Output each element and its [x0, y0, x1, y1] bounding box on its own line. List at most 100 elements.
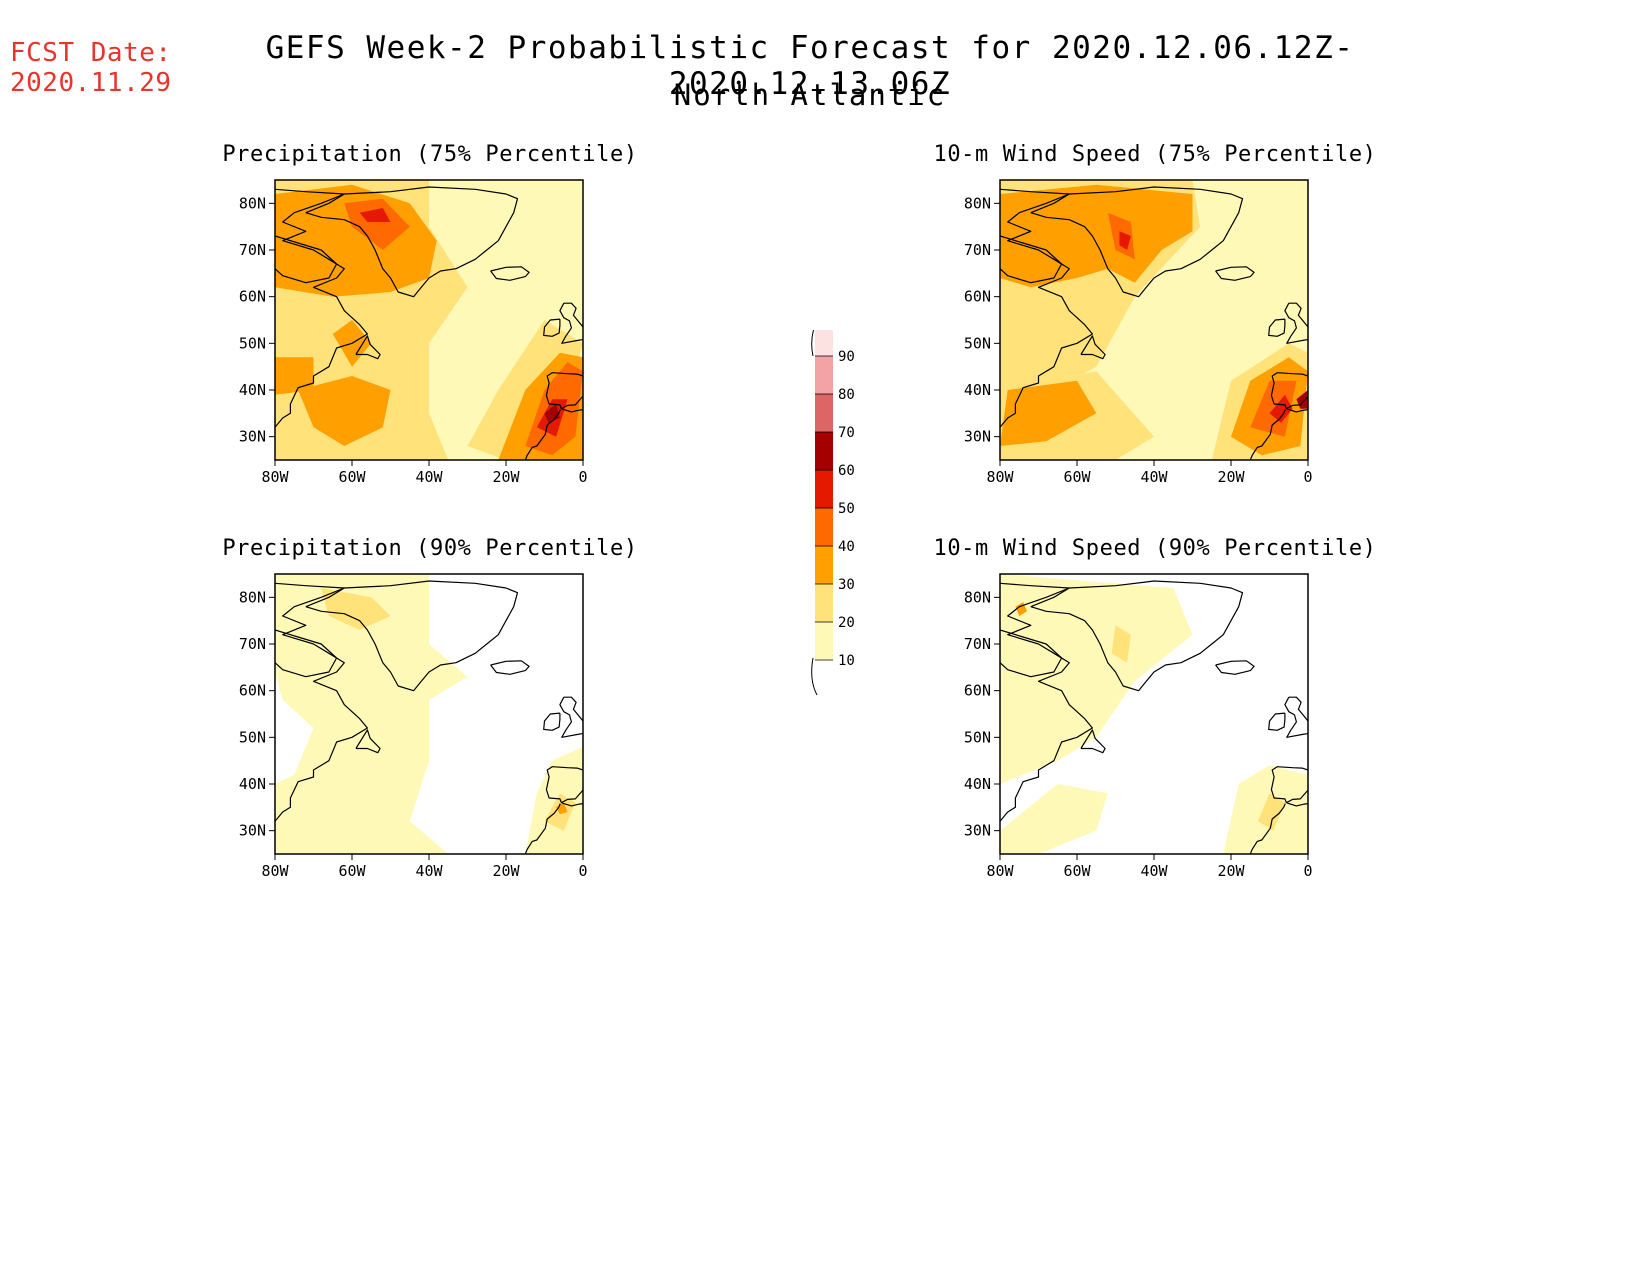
shade-region-10: [275, 574, 468, 854]
coastline-africa-north: [562, 802, 583, 807]
lon-tick-label: 80W: [986, 862, 1014, 880]
coastline-iberia: [545, 766, 583, 804]
lat-tick-label: 30N: [964, 822, 991, 840]
colorbar: 10 20 30 40 50 60 70 80 90: [811, 330, 855, 696]
colorbar-swatch-80: [815, 356, 833, 394]
lat-tick-label: 50N: [239, 728, 266, 746]
lat-tick-label: 40N: [964, 775, 991, 793]
lat-tick-label: 80N: [239, 588, 266, 606]
lon-tick-label: 0: [1303, 468, 1312, 486]
lon-tick-label: 20W: [1217, 862, 1245, 880]
lat-tick-label: 80N: [964, 194, 991, 212]
colorbar-swatch-30: [815, 546, 833, 584]
lon-tick-label: 60W: [338, 862, 366, 880]
coastline-newfoundland: [1080, 729, 1106, 754]
fcst-label: FCST Date:: [10, 38, 172, 68]
colorbar-label: 40: [838, 539, 855, 555]
coastline-great-britain: [559, 302, 583, 344]
lat-tick-label: 50N: [964, 334, 991, 352]
lon-tick-label: 40W: [1140, 862, 1168, 880]
lat-tick-label: 60N: [964, 288, 991, 306]
coastline-north-america: [275, 582, 368, 822]
lat-tick-label: 70N: [239, 635, 266, 653]
page-subtitle: North Atlantic: [673, 78, 947, 112]
lat-tick-label: 80N: [239, 194, 266, 212]
coastline-iceland: [490, 660, 530, 675]
lon-tick-label: 0: [1303, 862, 1312, 880]
fcst-date: 2020.11.29: [10, 68, 172, 98]
lat-tick-label: 80N: [964, 588, 991, 606]
colorbar-swatch-50: [815, 470, 833, 508]
colorbar-label: 10: [838, 653, 855, 669]
lon-tick-label: 80W: [261, 862, 289, 880]
panel-wind-75: 10-m Wind Speed (75% Percentile) 80N 70N 6…: [925, 142, 1385, 572]
panel-title: Precipitation (90% Percentile): [222, 536, 638, 561]
lat-tick-label: 50N: [239, 334, 266, 352]
lon-tick-label: 0: [578, 468, 587, 486]
lon-tick-label: 0: [578, 862, 587, 880]
lat-tick-label: 60N: [239, 682, 266, 700]
shade-region-30: [298, 376, 391, 446]
lat-tick-label: 40N: [964, 381, 991, 399]
lon-tick-label: 80W: [986, 468, 1014, 486]
coastline-baffin-island: [1000, 629, 1063, 678]
coastline-africa: [524, 409, 561, 460]
lat-tick-label: 40N: [239, 775, 266, 793]
lon-tick-label: 40W: [415, 468, 443, 486]
shade-region-20: [321, 588, 391, 630]
shade-region-60: [1296, 390, 1308, 409]
coastline-africa: [524, 803, 561, 854]
map-wind-75: 80N 70N 60N 50N 40N 30N 80W 60W 40W 20W 0: [964, 179, 1313, 486]
coastline-africa-north: [1287, 408, 1308, 413]
panel-title: 10-m Wind Speed (90% Percentile): [933, 536, 1377, 561]
coastline-africa-north: [562, 408, 583, 413]
colorbar-swatch-60: [815, 432, 833, 470]
lat-tick-label: 40N: [239, 381, 266, 399]
colorbar-label: 70: [838, 425, 855, 441]
lat-tick-label: 60N: [239, 288, 266, 306]
shade-region-40: [344, 198, 410, 250]
lat-tick-label: 50N: [964, 728, 991, 746]
coastline-north-america: [1000, 582, 1093, 822]
coastline-baffin-island: [1000, 235, 1063, 284]
lon-tick-label: 40W: [1140, 468, 1168, 486]
lon-tick-label: 60W: [338, 468, 366, 486]
coastline-baffin-island: [275, 629, 338, 678]
colorbar-top-cap: [811, 330, 815, 357]
lat-tick-label: 30N: [964, 428, 991, 446]
coastline-greenland: [305, 580, 519, 692]
panel-title: 10-m Wind Speed (75% Percentile): [933, 142, 1377, 167]
map-wind-90: 80N 70N 60N 50N 40N 30N 80W 60W 40W 20W 0: [964, 573, 1313, 880]
colorbar-label: 50: [838, 501, 855, 517]
shade-region-20: [1111, 625, 1131, 663]
coastline-ireland: [1268, 318, 1286, 337]
colorbar-swatch-20: [815, 584, 833, 622]
coastline-iberia: [1270, 766, 1308, 804]
map-precip-90: 80N 70N 60N 50N 40N 30N 80W 60W 40W 20W 0: [239, 573, 588, 880]
colorbar-label: 60: [838, 463, 855, 479]
shade-region-30: [1000, 380, 1097, 446]
map-precip-75: 80N 70N 60N 50N 40N 30N 80W 60W 40W 20W 0: [239, 179, 588, 486]
lon-tick-label: 60W: [1063, 468, 1091, 486]
coastline-greenland: [1030, 580, 1244, 692]
coastline-ireland: [543, 318, 561, 337]
shade-region-20: [467, 320, 583, 460]
lat-tick-label: 60N: [964, 682, 991, 700]
coastline-iceland: [1215, 266, 1255, 281]
lon-tick-label: 20W: [492, 862, 520, 880]
coastline-north-america: [1000, 188, 1093, 428]
coastline-newfoundland: [355, 335, 381, 360]
shade-region-50: [1119, 231, 1131, 250]
coastline-ireland: [543, 712, 561, 731]
shade-region-10: [525, 746, 583, 854]
shade-region-30: [1000, 184, 1193, 288]
coastline-iberia: [545, 372, 583, 410]
lon-tick-label: 40W: [415, 862, 443, 880]
colorbar-swatch-70: [815, 394, 833, 432]
colorbar-label: 80: [838, 387, 855, 403]
lat-tick-label: 30N: [239, 428, 266, 446]
lon-tick-label: 20W: [1217, 468, 1245, 486]
coastline-newfoundland: [1080, 335, 1106, 360]
colorbar-swatch-40: [815, 508, 833, 546]
panel-precip-75: Precipitation (75% Percentile) 80N 70N 60N…: [200, 142, 660, 572]
